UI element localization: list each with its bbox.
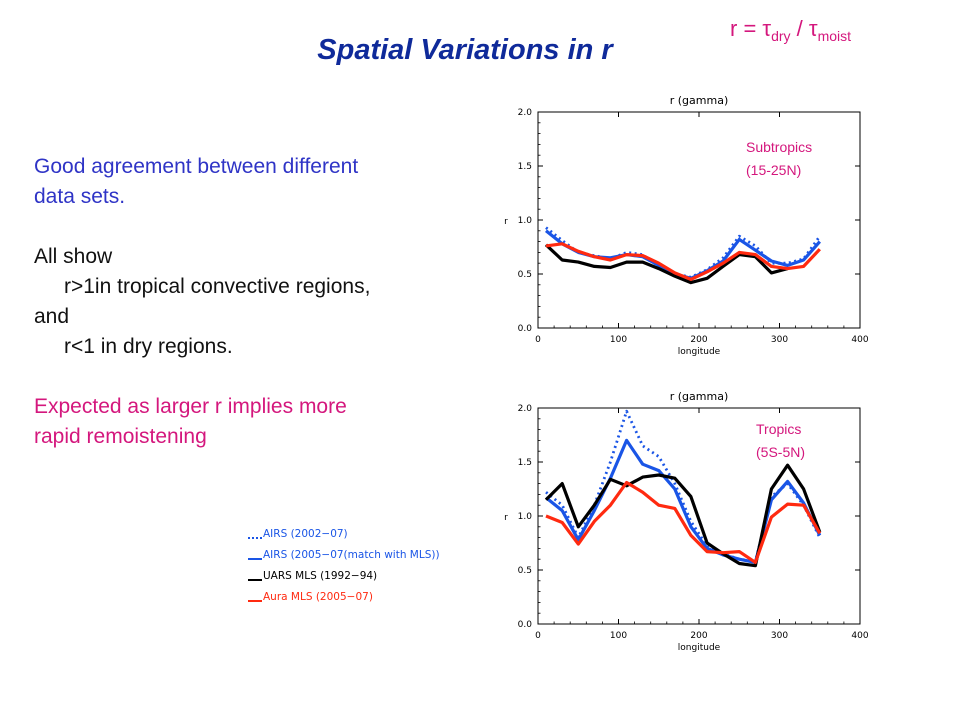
x-axis-label: longitude [678,347,721,357]
legend-label: AIRS (2002−07) [263,528,348,540]
x-tick-label: 200 [690,631,707,641]
body-line-7: Expected as larger r implies more [34,395,347,418]
formula-sub-dry: dry [771,28,791,44]
chart-tropics: r (gamma) 0 100 200 300 400 0.0 0.5 1.0 1.5 2.0 lon… [480,384,880,662]
legend-swatch [248,579,262,581]
chart-title: r (gamma) [670,390,729,403]
body-line-4: r>1in tropical convective regions, [64,275,371,298]
body-line-6: r<1 in dry regions. [64,335,233,358]
series-line-3 [544,463,822,568]
x-tick-label: 0 [535,631,541,641]
legend-label: AIRS (2005−07(match with MLS)) [263,549,440,561]
formula-sub-moist: moist [817,28,852,44]
slide-title: Spatial Variations in r [317,34,613,66]
formula-slash: / [790,16,809,41]
x-tick-label: 400 [851,335,868,345]
chart-tropics-svg: r (gamma) 0 100 200 300 400 0.0 0.5 1.0 1.5 2.0 lon… [504,390,869,653]
body-line-2: data sets. [34,185,126,208]
body-line-1: Good agreement between different [34,155,359,178]
x-axis-label: longitude [678,643,721,653]
formula-lhs: r = [730,16,763,41]
y-tick-label: 0.5 [518,270,532,280]
y-tick-label: 1.0 [518,512,533,522]
y-axis-label: r [504,217,508,227]
region-label-subtropics-line-2: (15-25N) [746,162,802,178]
body-line-8: rapid remoistening [34,425,207,448]
y-tick-label: 1.5 [518,162,532,172]
x-tick-label: 300 [771,335,788,345]
legend-label: Aura MLS (2005−07) [263,591,373,603]
legend-item: AIRS (2002−07) [248,526,480,547]
legend-item: UARS MLS (1992−94) [248,568,480,589]
y-tick-label: 0.0 [518,620,533,630]
y-tick-label: 0.5 [518,566,532,576]
formula-tau-moist: τ [808,16,818,41]
formula-tau-dry: τ [762,16,772,41]
series-line-2 [544,438,822,564]
region-label-tropics-line-1: Tropics [756,421,802,437]
y-tick-label: 0.0 [518,324,533,334]
legend-label: UARS MLS (1992−94) [263,570,378,582]
region-label-subtropics: Subtropics (15-25N) [746,136,812,182]
region-label-tropics: Tropics (5S-5N) [756,418,805,464]
series-line-4 [545,242,821,281]
series-line-4 [545,480,822,564]
series-line-3 [544,243,789,285]
legend-item: Aura MLS (2005−07) [248,589,480,610]
y-tick-label: 1.5 [518,458,532,468]
y-tick-label: 1.0 [518,216,533,226]
y-tick-label: 2.0 [518,108,533,118]
region-label-tropics-line-2: (5S-5N) [756,444,806,460]
chart-subtropics: r (gamma) 0 100 200 300 400 0.0 0.5 1.0 1.5 2.0 lon… [480,88,880,366]
y-axis-label: r [504,513,508,523]
x-tick-label: 0 [535,335,541,345]
x-tick-label: 200 [690,335,707,345]
x-tick-label: 400 [851,631,868,641]
chart-subtropics-svg: r (gamma) 0 100 200 300 400 0.0 0.5 1.0 1.5 2.0 lon… [504,94,869,357]
legend-swatch [248,558,262,560]
legend-item: AIRS (2005−07(match with MLS)) [248,547,480,568]
region-label-subtropics-line-1: Subtropics [746,139,813,155]
slide-body: Good agreement between different data se… [34,152,464,452]
chart-legend: AIRS (2002−07) AIRS (2005−07(match with M… [248,526,480,610]
x-tick-label: 100 [610,335,627,345]
ratio-formula: r = τdry / τmoist [730,16,851,44]
legend-swatch [248,600,262,602]
body-line-5: and [34,305,70,328]
chart-title: r (gamma) [670,94,729,107]
y-tick-label: 2.0 [518,404,533,414]
x-tick-label: 100 [610,631,627,641]
body-line-3: All show [34,245,113,268]
x-tick-label: 300 [771,631,788,641]
legend-swatch [248,537,262,539]
